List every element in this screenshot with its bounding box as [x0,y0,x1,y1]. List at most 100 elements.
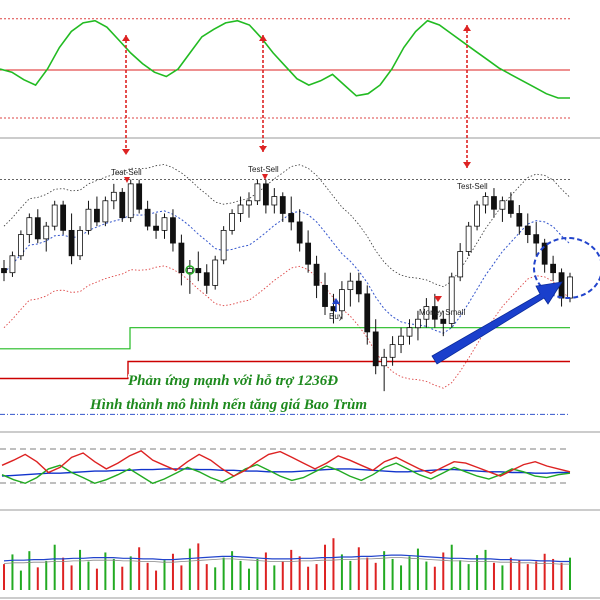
pointer-arrow [431,281,563,365]
candle [415,310,421,341]
candle-body [372,331,379,367]
candle-body [541,242,548,265]
candle [254,179,261,205]
candle [119,188,126,222]
candle-body [355,280,362,295]
candle [381,348,388,392]
candle-body [203,272,210,286]
candle-body [474,204,480,227]
candle-body [491,196,497,210]
candle-body [85,208,92,231]
highlight-circle [533,237,600,299]
candle-body [153,225,159,231]
green-marker [185,265,195,275]
candle [533,221,540,256]
candle [34,209,41,244]
buy-arrow-head [332,298,340,304]
candle-body [195,268,202,274]
candle-body [448,276,455,324]
candle [406,319,413,345]
candle [296,209,303,252]
candle-body [136,183,143,210]
candle-body [220,229,227,261]
candle [153,213,159,239]
candle-body [271,196,278,206]
test-sell-label-3: Test-Sell [457,182,488,191]
money-small-marker [434,296,442,302]
candle [246,192,252,218]
candle [448,272,455,328]
test-sell-label-2: Test-Sell [248,165,279,174]
candle [499,196,506,222]
candle [220,226,227,265]
candle [17,230,24,260]
candle [136,179,143,214]
ind-red-line [1,449,571,477]
candle-body [170,217,176,244]
candle [482,192,489,214]
candle [431,293,438,328]
candle-body [26,217,33,236]
candle [9,251,16,277]
test-sell-marker-2 [262,174,268,180]
candle [305,230,312,273]
price-panel [0,25,573,415]
candle [77,226,83,260]
buy-label: Buy [329,312,343,321]
candle-body [9,255,16,274]
candle [389,336,396,366]
candle-body [347,280,354,291]
panel-frames [0,137,600,599]
candle [237,196,244,222]
candle [423,298,430,328]
candle-body [186,268,193,274]
divergence-arrow-head-bottom [463,162,471,168]
money-small-label: Money Small [419,308,465,317]
candle-body [482,196,489,206]
candle-body [262,183,269,206]
candle [339,281,345,320]
candle [440,310,447,337]
candle [161,213,168,239]
candle-body [305,242,312,265]
candle-body [229,213,235,231]
candle-body [254,183,261,202]
candle [262,179,269,214]
candle [541,238,548,273]
candle-body [524,225,531,236]
candle [1,260,7,282]
volume-panel [3,538,571,590]
candle [43,221,50,252]
candle [102,196,109,227]
oscillator-panel [0,18,570,119]
candle [355,272,362,303]
candle-body [339,289,345,312]
candle [313,255,320,299]
candle [465,221,472,256]
candle-body [43,225,50,240]
ind-green-line [1,462,571,485]
red-level-line [0,360,570,380]
candle [85,200,92,235]
candle-body [279,196,286,214]
candle [271,188,278,214]
candle [144,200,151,231]
candle [170,209,176,252]
support-line [0,327,570,350]
osc-line [0,19,570,99]
candle-body [440,318,447,324]
upper-band [3,163,571,288]
candle [457,243,464,282]
divergence-arrow-head-top [463,25,471,31]
candle-body [110,191,117,202]
candle [491,188,497,218]
candle-body [516,213,523,227]
candle-body [60,204,67,231]
test-sell-label-1: Test-Sell [111,168,142,177]
divergence-arrow-head-bottom [122,149,130,155]
candle [550,255,557,282]
candle-body [423,306,430,320]
candle-body [381,356,388,367]
candle [195,251,202,282]
